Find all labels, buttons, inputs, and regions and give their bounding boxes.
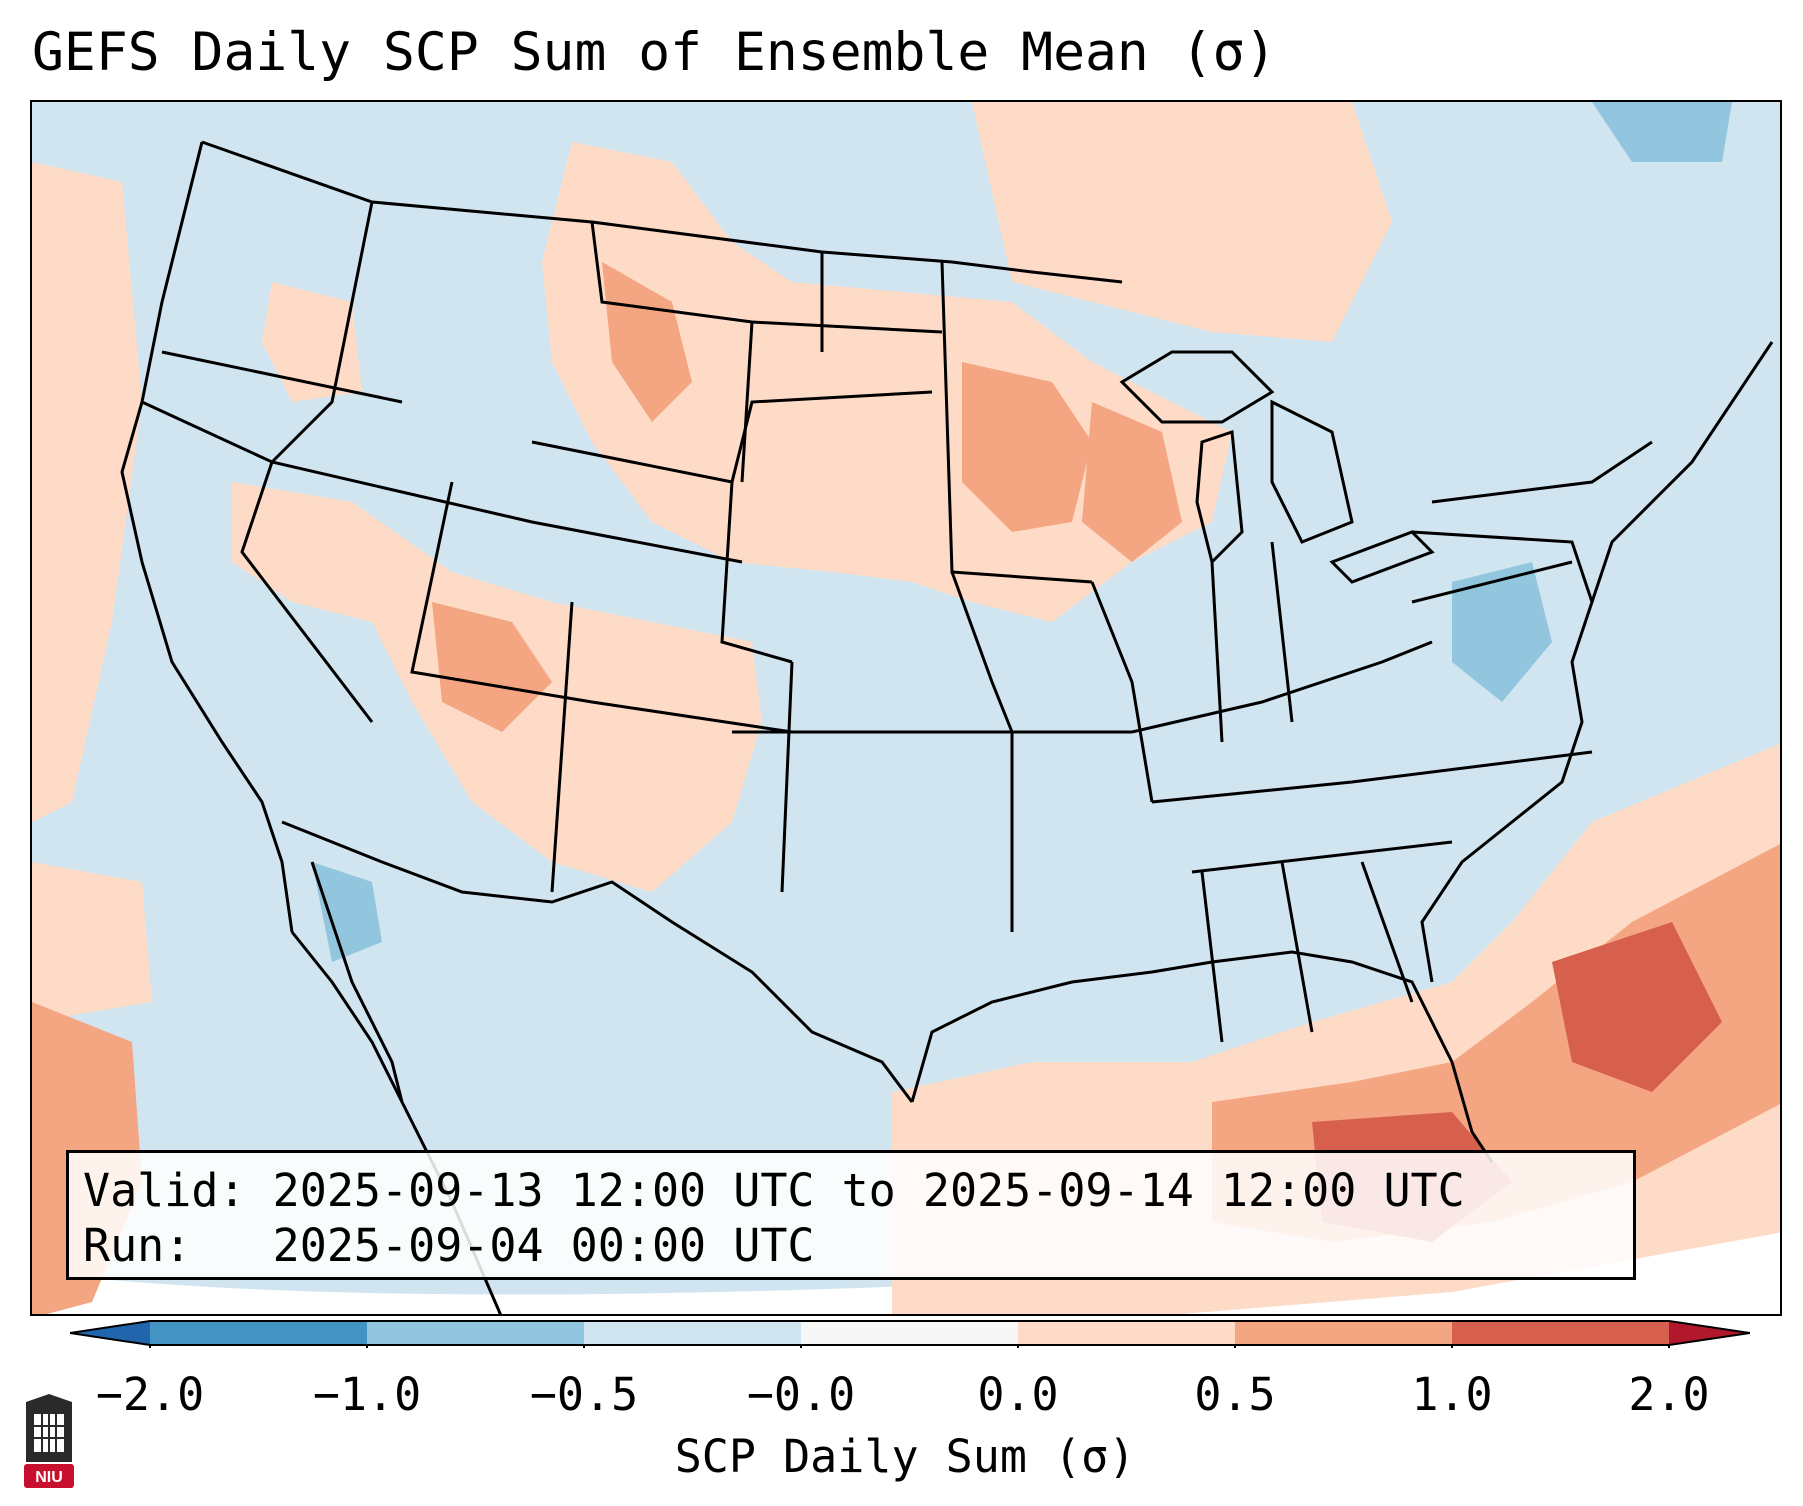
- colorbar-tick-5: 0.0: [977, 1368, 1059, 1421]
- positive-area-canada: [972, 102, 1392, 342]
- run-label: Run:: [83, 1219, 192, 1272]
- chart-title: GEFS Daily SCP Sum of Ensemble Mean (σ): [32, 22, 1277, 83]
- niu-logo: NIU: [24, 1394, 74, 1488]
- positive-area-ut: [432, 602, 552, 732]
- positive-area-mt: [602, 262, 692, 422]
- colorbar-bin-7: [1452, 1321, 1669, 1345]
- valid-time-range: 2025-09-13 12:00 UTC to 2025-09-14 12:00…: [272, 1164, 1465, 1217]
- colorbar-tick-4: −0.0: [746, 1368, 856, 1421]
- colorbar-label: SCP Daily Sum (σ): [674, 1430, 1136, 1483]
- positive-area-wi: [1082, 402, 1182, 562]
- colorbar-over-arrow: [1669, 1321, 1750, 1345]
- map-panel: [30, 100, 1782, 1316]
- colorbar-bin-6: [1235, 1321, 1452, 1345]
- colorbar: [70, 1320, 1750, 1348]
- negative-area-northeast: [1592, 102, 1732, 162]
- us-mexico-border: [281, 820, 914, 1103]
- colorbar-under-arrow: [70, 1321, 150, 1345]
- lake-superior: [1119, 350, 1275, 424]
- lake-erie: [1329, 530, 1435, 584]
- colorbar-bin-3: [584, 1321, 801, 1345]
- colorbar-tick-7: 1.0: [1411, 1368, 1493, 1421]
- positive-area-pacific: [32, 162, 142, 822]
- colorbar-tick-1: −2.0: [95, 1368, 205, 1421]
- atlantic-coastline: [1420, 341, 1774, 983]
- valid-label: Valid:: [83, 1164, 246, 1217]
- colorbar-tick-8: 2.0: [1628, 1368, 1710, 1421]
- colorbar-bin-4: [801, 1321, 1018, 1345]
- negative-area-baja: [312, 862, 382, 962]
- valid-run-info-box: Valid: 2025-09-13 12:00 UTC to 2025-09-1…: [66, 1150, 1636, 1280]
- lake-michigan: [1195, 429, 1244, 565]
- colorbar-bin-5: [1018, 1321, 1235, 1345]
- boundaries: [120, 140, 1774, 1314]
- lake-huron: [1270, 399, 1354, 544]
- niu-logo-text: NIU: [35, 1469, 63, 1486]
- baja-coastline: [310, 861, 404, 1103]
- colorbar-tick-3: −0.5: [529, 1368, 639, 1421]
- colorbar-bin-2: [367, 1321, 584, 1345]
- positive-area-pacific-south: [32, 862, 152, 1022]
- negative-area-atlantic: [1452, 562, 1552, 702]
- colorbar-tick-2: −1.0: [312, 1368, 422, 1421]
- positive-area-mn: [962, 362, 1092, 532]
- positive-area-atlantic-core: [1552, 922, 1722, 1092]
- run-time: 2025-09-04 00:00 UTC: [272, 1219, 815, 1272]
- map-svg: [32, 102, 1780, 1314]
- gulf-coastline: [910, 950, 1494, 1163]
- pacific-coastline: [120, 141, 294, 933]
- colorbar-bin-1: [150, 1321, 367, 1345]
- colorbar-tick-6: 0.5: [1194, 1368, 1276, 1421]
